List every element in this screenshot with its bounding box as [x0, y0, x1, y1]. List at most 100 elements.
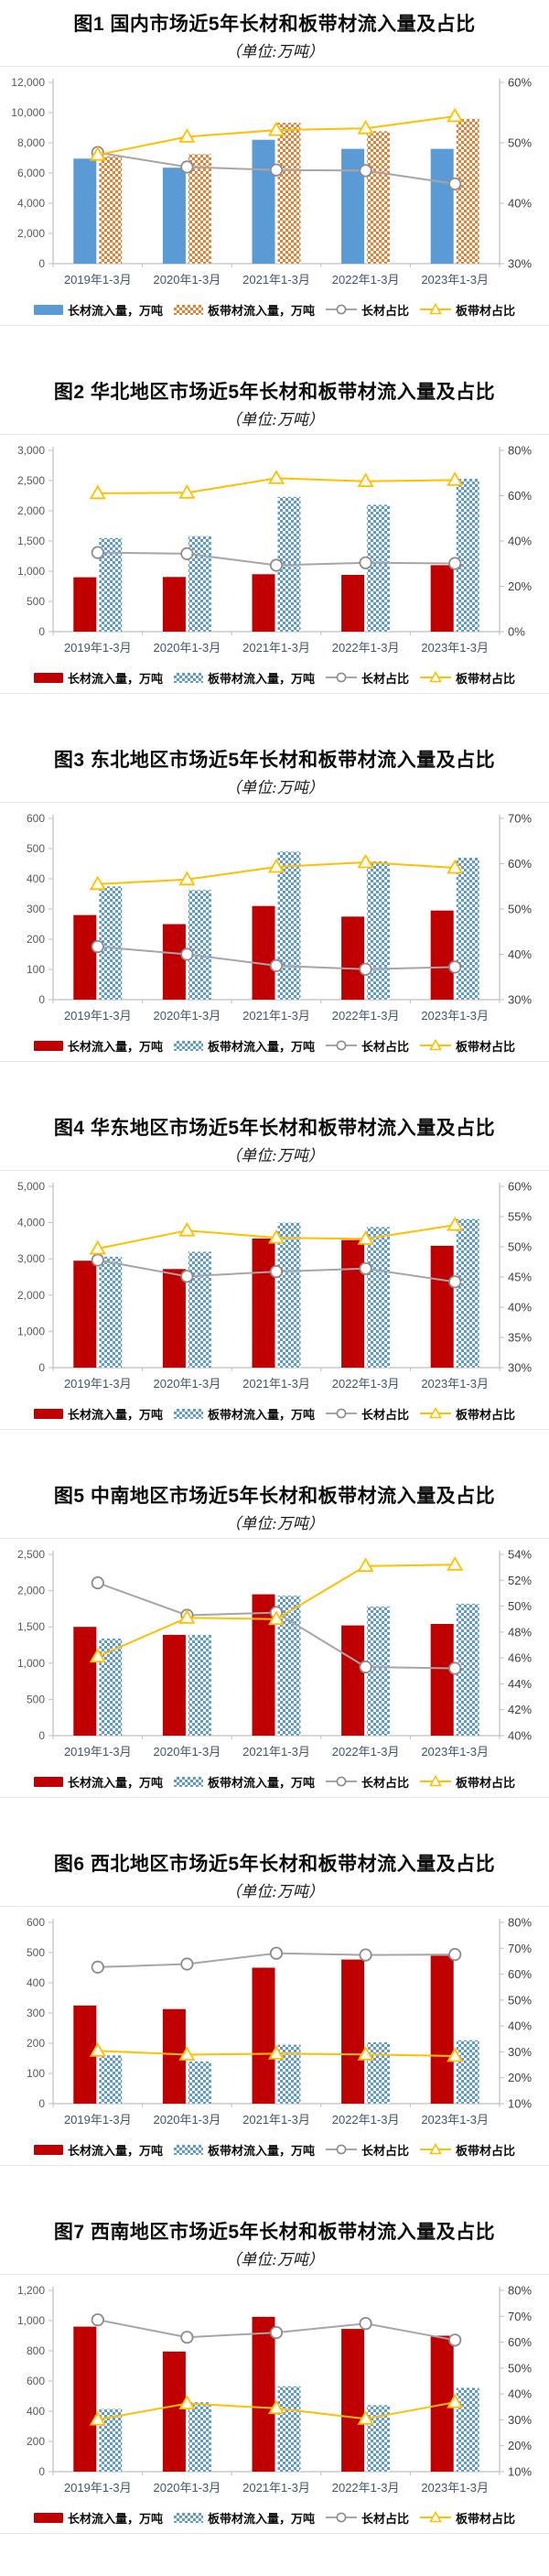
svg-text:48%: 48%: [508, 1625, 532, 1639]
chart-plot: 0 100 200 300 400 500 600 30% 40% 50% 60% 70% 2019年1…: [27, 812, 532, 1023]
svg-text:2022年1-3月: 2022年1-3月: [332, 1745, 400, 1759]
svg-text:42%: 42%: [508, 1703, 532, 1716]
legend-item-label: 长材流入量，万吨: [67, 2511, 163, 2526]
legend-item-label: 板带材占比: [456, 1407, 516, 1422]
legend-item: 长材占比: [326, 301, 409, 319]
svg-text:2,000: 2,000: [17, 1289, 45, 1302]
svg-text:500: 500: [27, 842, 45, 855]
svg-text:6,000: 6,000: [17, 167, 45, 179]
figure-7-section: 图7 西南地区市场近5年长材和板带材流入量及占比 （单位:万吨） 0 200 400…: [0, 2208, 549, 2576]
circle-line-marker-icon: [326, 2144, 357, 2155]
figure-2-subtitle: （单位:万吨）: [225, 411, 324, 428]
svg-text:2,500: 2,500: [17, 474, 45, 487]
figure-5-chart: 0 500 1,000 1,500 2,000 2,500 40% 42% 44% 46% 48% 5…: [0, 1538, 549, 1798]
svg-text:200: 200: [27, 2435, 45, 2448]
triangle-line-marker-icon: [420, 2143, 452, 2155]
svg-text:1,500: 1,500: [17, 1620, 45, 1633]
chart-legend: 长材流入量，万吨 板带材流入量，万吨 长材占比 板带材占比: [0, 2135, 549, 2164]
svg-text:0: 0: [38, 2097, 45, 2110]
svg-text:2021年1-3月: 2021年1-3月: [242, 1377, 310, 1391]
legend-item: 长材流入量，万吨: [33, 669, 163, 687]
svg-text:46%: 46%: [508, 1651, 532, 1665]
svg-text:2023年1-3月: 2023年1-3月: [421, 1377, 489, 1391]
svg-text:30%: 30%: [508, 1361, 532, 1375]
legend-item: 长材占比: [326, 1037, 409, 1055]
svg-text:2019年1-3月: 2019年1-3月: [64, 641, 132, 655]
figure-3-title: 图3 东北地区市场近5年长材和板带材流入量及占比: [53, 750, 496, 771]
svg-text:600: 600: [27, 812, 45, 825]
chart-legend: 长材流入量，万吨 板带材流入量，万吨 长材占比 板带材占比: [0, 1031, 549, 1060]
svg-text:1,000: 1,000: [17, 1657, 45, 1670]
svg-text:60%: 60%: [508, 2335, 532, 2349]
legend-item-label: 长材流入量，万吨: [67, 1775, 163, 1790]
svg-text:2022年1-3月: 2022年1-3月: [332, 1377, 400, 1391]
svg-text:500: 500: [27, 1693, 45, 1705]
figure-5-section: 图5 中南地区市场近5年长材和板带材流入量及占比 （单位:万吨） 0 500 1,0…: [0, 1472, 549, 1840]
svg-text:40%: 40%: [508, 197, 532, 211]
legend-item: 板带材占比: [420, 1773, 515, 1791]
figure-1-subtitle: （单位:万吨）: [225, 43, 324, 60]
legend-item: 长材占比: [326, 669, 409, 687]
legend-item: 长材流入量，万吨: [33, 1405, 163, 1423]
figure-3-section: 图3 东北地区市场近5年长材和板带材流入量及占比 （单位:万吨） 0 100 200…: [0, 736, 549, 1104]
legend-item: 板带材流入量，万吨: [173, 2509, 315, 2527]
figure-4-section: 图4 华东地区市场近5年长材和板带材流入量及占比 （单位:万吨） 0 1,000 2…: [0, 1104, 549, 1472]
svg-text:5,000: 5,000: [17, 1180, 45, 1193]
svg-text:60%: 60%: [508, 1967, 532, 1981]
chart-legend: 长材流入量，万吨 板带材流入量，万吨 长材占比 板带材占比: [0, 1767, 549, 1796]
svg-text:2023年1-3月: 2023年1-3月: [421, 1009, 489, 1023]
legend-item: 板带材占比: [420, 2141, 515, 2159]
svg-text:100: 100: [27, 963, 45, 976]
checker-bar-swatch-icon: [173, 1040, 203, 1051]
svg-text:2022年1-3月: 2022年1-3月: [332, 273, 400, 287]
triangle-line-marker-icon: [420, 303, 452, 315]
svg-text:30%: 30%: [508, 2045, 532, 2059]
figure-5-title: 图5 中南地区市场近5年长材和板带材流入量及占比: [53, 1486, 496, 1507]
svg-text:50%: 50%: [508, 903, 532, 916]
svg-text:1,000: 1,000: [17, 1325, 45, 1337]
svg-text:20%: 20%: [508, 579, 532, 593]
circle-line-marker-icon: [326, 1408, 357, 1419]
svg-text:2021年1-3月: 2021年1-3月: [242, 641, 310, 655]
svg-text:35%: 35%: [508, 1331, 532, 1345]
svg-text:45%: 45%: [508, 1271, 532, 1284]
checker-bar-swatch-icon: [173, 1776, 203, 1787]
svg-text:0: 0: [38, 993, 45, 1006]
svg-text:2019年1-3月: 2019年1-3月: [64, 1009, 132, 1023]
legend-item-label: 长材占比: [361, 2511, 410, 2526]
legend-item: 长材占比: [326, 2141, 409, 2159]
triangle-line-marker-icon: [420, 1775, 452, 1787]
legend-item: 板带材流入量，万吨: [173, 2141, 315, 2159]
legend-item: 板带材占比: [420, 1405, 515, 1423]
svg-text:2,500: 2,500: [17, 1548, 45, 1561]
svg-text:52%: 52%: [508, 1574, 532, 1587]
svg-text:30%: 30%: [508, 257, 532, 271]
legend-item: 长材占比: [326, 1773, 409, 1791]
svg-text:30%: 30%: [508, 2413, 532, 2427]
legend-item-label: 长材占比: [361, 2143, 410, 2158]
svg-text:2020年1-3月: 2020年1-3月: [154, 2481, 221, 2495]
chart-plot: 0 500 1,000 1,500 2,000 2,500 40% 42% 44% 46% 48% 5…: [17, 1548, 532, 1759]
chart-plot: 0 500 1,000 1,500 2,000 2,500 3,000 0% 20% 40% 60%…: [17, 444, 532, 655]
svg-text:60%: 60%: [508, 76, 532, 90]
legend-item-label: 长材流入量，万吨: [67, 2143, 163, 2158]
checker-bar-swatch-icon: [173, 1408, 203, 1419]
legend-item-label: 板带材占比: [456, 2511, 516, 2526]
legend-item-label: 板带材占比: [456, 1039, 516, 1054]
svg-text:50%: 50%: [508, 2361, 532, 2375]
svg-text:400: 400: [27, 872, 45, 885]
svg-text:2020年1-3月: 2020年1-3月: [154, 273, 221, 287]
legend-item: 长材流入量，万吨: [33, 2509, 163, 2527]
legend-item-label: 板带材流入量，万吨: [207, 2143, 315, 2158]
svg-text:0: 0: [38, 2465, 45, 2478]
figure-1-section: 图1 国内市场近5年长材和板带材流入量及占比 （单位:万吨） 0 2,000 4,0…: [0, 0, 549, 368]
svg-text:2,000: 2,000: [17, 1585, 45, 1597]
svg-text:3,000: 3,000: [17, 1252, 45, 1265]
svg-text:2020年1-3月: 2020年1-3月: [154, 641, 221, 655]
svg-text:44%: 44%: [508, 1677, 532, 1691]
svg-text:400: 400: [27, 2405, 45, 2418]
figure-1-title: 图1 国内市场近5年长材和板带材流入量及占比: [73, 14, 476, 35]
svg-text:2021年1-3月: 2021年1-3月: [242, 2481, 310, 2495]
chart-plot: 0 2,000 4,000 6,000 8,000 10,000 12,000 30% 40% 5…: [11, 76, 532, 287]
